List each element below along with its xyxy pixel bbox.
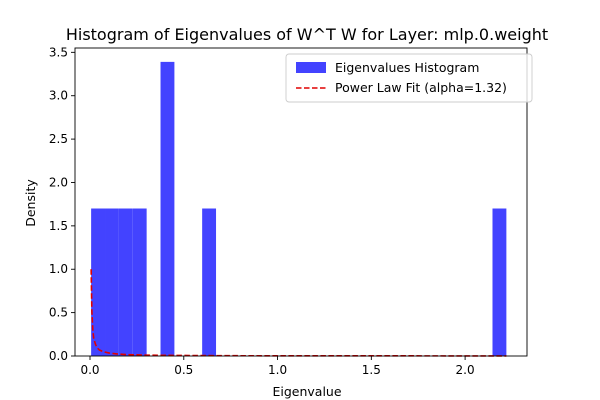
histogram-bar xyxy=(91,208,106,356)
x-tick-label: 1.0 xyxy=(268,363,287,377)
y-tick-label: 3.5 xyxy=(49,45,68,59)
histogram-bar xyxy=(132,208,147,356)
y-axis-ticks: 0.0 0.5 1.0 1.5 2.0 2.5 3.0 3.5 xyxy=(49,45,75,363)
histogram-bar xyxy=(105,208,119,356)
x-tick-label: 0.0 xyxy=(80,363,99,377)
legend-box xyxy=(285,53,533,103)
y-tick-label: 0.0 xyxy=(49,349,68,363)
x-axis-ticks: 0.0 0.5 1.0 1.5 2.0 xyxy=(80,356,475,377)
y-tick-label: 3.0 xyxy=(49,89,68,103)
histogram-bars xyxy=(91,61,507,357)
histogram-bar xyxy=(160,61,175,357)
axes-frame xyxy=(74,47,528,357)
legend: Eigenvalues Histogram Power Law Fit (alp… xyxy=(285,53,533,103)
power-law-fit-line xyxy=(90,269,507,357)
x-tick-label: 1.5 xyxy=(362,363,381,377)
x-axis-label: Eigenvalue xyxy=(272,384,341,399)
y-tick-label: 0.5 xyxy=(49,306,68,320)
x-tick-label: 2.0 xyxy=(456,363,475,377)
chart-title: Histogram of Eigenvalues of W^T W for La… xyxy=(66,25,548,44)
histogram-bar xyxy=(492,208,507,356)
y-tick-label: 1.0 xyxy=(49,262,68,276)
y-tick-label: 1.5 xyxy=(49,219,68,233)
y-tick-label: 2.0 xyxy=(49,175,68,189)
legend-swatch-histogram xyxy=(296,62,326,73)
histogram-bar xyxy=(118,208,133,356)
y-tick-label: 2.5 xyxy=(49,132,68,146)
histogram-bar xyxy=(202,208,217,356)
legend-label-histogram: Eigenvalues Histogram xyxy=(335,60,479,75)
legend-label-fit: Power Law Fit (alpha=1.32) xyxy=(335,80,507,95)
y-axis-label: Density xyxy=(23,179,38,227)
x-tick-label: 0.5 xyxy=(174,363,193,377)
